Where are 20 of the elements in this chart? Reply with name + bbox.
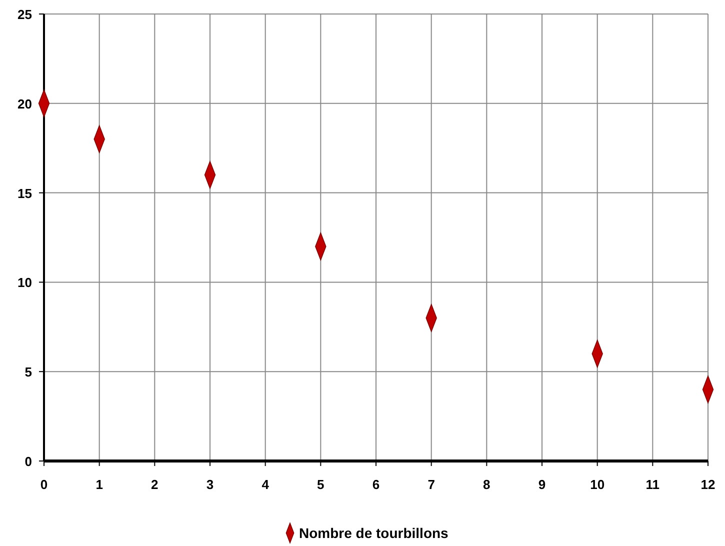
x-tick-label: 1	[96, 477, 103, 492]
x-tick-label: 6	[372, 477, 380, 492]
x-tick-label: 12	[700, 477, 716, 492]
x-tick-label: 3	[206, 477, 214, 492]
x-tick-label: 9	[538, 477, 546, 492]
x-tick-label: 10	[590, 477, 605, 492]
x-tick-label: 0	[40, 477, 48, 492]
x-tick-label: 2	[151, 477, 158, 492]
y-tick-label: 10	[18, 275, 32, 290]
legend-label: Nombre de tourbillons	[299, 525, 449, 541]
x-tick-label: 4	[262, 477, 270, 492]
y-tick-label: 15	[18, 186, 32, 201]
x-tick-label: 5	[317, 477, 324, 492]
y-tick-label: 25	[18, 7, 32, 22]
x-tick-label: 8	[483, 477, 490, 492]
y-tick-label: 20	[18, 96, 32, 112]
x-tick-label: 7	[428, 477, 435, 492]
y-tick-label: 0	[24, 454, 32, 469]
y-tick-label: 5	[24, 364, 32, 380]
x-tick-label: 11	[646, 477, 660, 492]
